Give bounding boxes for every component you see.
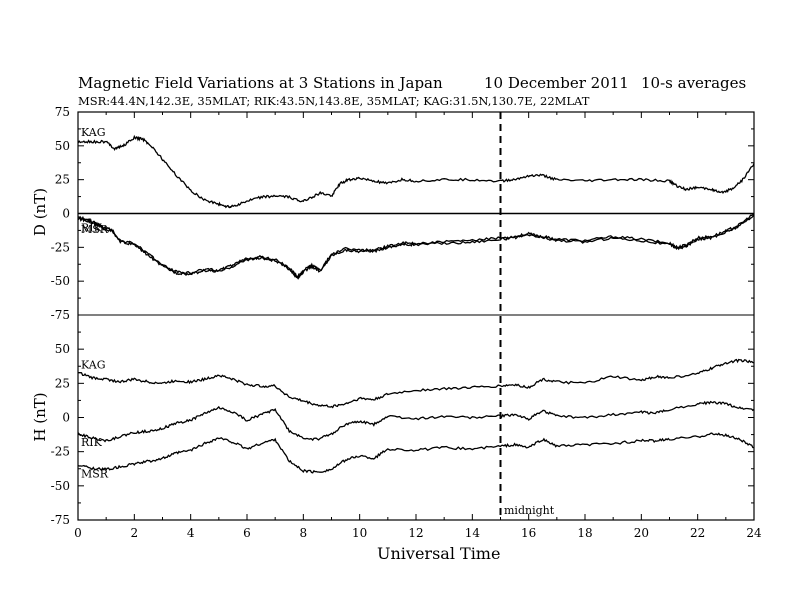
plot-frame: [77, 111, 755, 521]
y-tick-label: -75: [51, 513, 70, 527]
y-tick-label: 25: [55, 376, 70, 390]
y-tick-label: 50: [55, 139, 70, 153]
h-axis-label: H (nT): [31, 392, 49, 441]
series-label-msr-h: MSR: [81, 467, 109, 480]
y-tick-label: 0: [62, 411, 70, 425]
x-tick-label: 18: [577, 526, 592, 540]
x-axis-label: Universal Time: [377, 544, 500, 563]
chart-averaging: 10-s averages: [641, 74, 746, 92]
x-tick-label: 12: [408, 526, 423, 540]
series-line-msr-h: [77, 432, 755, 474]
chart-title: Magnetic Field Variations at 3 Stations …: [78, 74, 443, 92]
y-tick-label: -25: [51, 240, 70, 254]
x-tick-label: 10: [352, 526, 367, 540]
x-tick-label: 14: [465, 526, 481, 540]
midnight-label: midnight: [504, 504, 555, 517]
x-tick-label: 22: [690, 526, 705, 540]
y-tick-label: 75: [55, 105, 70, 119]
chart-subtitle: MSR:44.4N,142.3E, 35MLAT; RIK:43.5N,143.…: [78, 94, 590, 108]
x-tick-label: 4: [187, 526, 195, 540]
series-label-rik-h: RIK: [81, 436, 103, 449]
chart-date: 10 December 2011: [484, 74, 629, 92]
x-tick-label: 2: [131, 526, 139, 540]
y-tick-label: 50: [55, 342, 70, 356]
series-label-kag-h: KAG: [81, 358, 106, 371]
d-axis-label: D (nT): [31, 188, 49, 236]
plot-area: 0 2 4 6 8 10 12 14 16 18 20 22 247550250-25-50-75KAG…: [51, 105, 762, 540]
y-tick-label: 25: [55, 173, 70, 187]
series-line-kag-h: [78, 358, 755, 409]
y-tick-label: -50: [51, 274, 70, 288]
series-line-kag-d: [77, 134, 755, 209]
series-line-rik-h: [77, 400, 755, 443]
x-tick-label: 6: [243, 526, 251, 540]
x-tick-label: 16: [521, 526, 536, 540]
y-tick-label: -50: [51, 479, 70, 493]
x-tick-label: 20: [634, 526, 649, 540]
x-tick-label: 24: [746, 526, 762, 540]
y-tick-label: -75: [51, 308, 70, 322]
series-line-rik-d: [78, 213, 755, 280]
y-tick-label: -25: [51, 445, 70, 459]
series-label-kag-d: KAG: [81, 126, 106, 139]
series-label-msr-d: MSR: [81, 223, 109, 236]
y-tick-label: 0: [62, 207, 70, 221]
x-tick-label: 0: [74, 526, 82, 540]
x-tick-label: 8: [300, 526, 308, 540]
series-line-msr-d: [77, 214, 755, 280]
